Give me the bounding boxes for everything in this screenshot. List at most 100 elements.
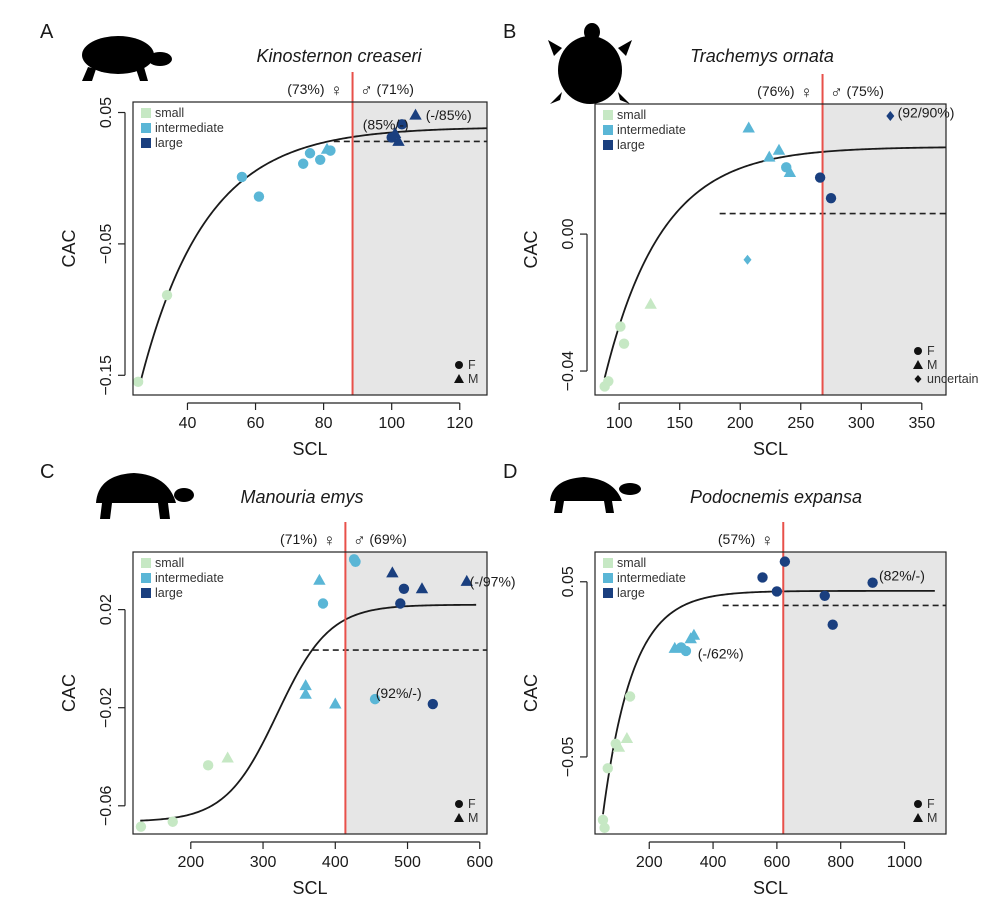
male-symbol: ♂: [830, 83, 843, 102]
legend-triangle-icon: [913, 360, 923, 369]
point-large-triangle: [392, 134, 405, 146]
point-large-triangle: [460, 574, 473, 586]
legend-label-intermediate: intermediate: [617, 571, 686, 585]
panel-c: C Manouria emys (71%) ♀ ♂ (69%) (92%/-) (-/97%)…: [40, 461, 516, 898]
legend-label-large: large: [155, 136, 183, 150]
point-annotation: (92/90%): [898, 105, 955, 121]
legend-swatch-intermediate: [141, 123, 151, 133]
male-symbol: ♂: [353, 531, 366, 550]
x-tick-label: 200: [177, 854, 204, 871]
male-percent: (75%): [847, 83, 884, 99]
point-intermediate-circle: [297, 158, 309, 169]
female-symbol: ♀: [800, 83, 813, 102]
x-tick-label: 300: [848, 415, 875, 432]
x-tick-label: 300: [250, 854, 277, 871]
point-small-circle: [615, 321, 626, 332]
turtle-silhouette-icon: [82, 36, 172, 81]
adult-shaded-region: [352, 102, 487, 395]
x-axis-label: SCL: [753, 878, 788, 898]
y-tick-label: 0.02: [98, 594, 115, 625]
point-intermediate-circle: [680, 645, 692, 657]
y-tick-label: −0.04: [560, 351, 577, 392]
chart-title: Manouria emys: [240, 487, 363, 507]
point-small-triangle: [612, 740, 626, 752]
point-small-triangle: [221, 751, 234, 763]
female-percent: (71%): [280, 531, 317, 547]
y-axis-label: CAC: [521, 230, 541, 268]
point-intermediate-triangle: [783, 165, 797, 177]
x-tick-label: 600: [466, 854, 493, 871]
chart-title: Podocnemis expansa: [690, 487, 862, 507]
male-threshold-label: ♂ (69%): [353, 531, 407, 550]
point-large-circle: [819, 590, 830, 601]
point-small-circle: [135, 821, 147, 832]
chart-title: Kinosternon creaseri: [256, 46, 422, 66]
x-axis: 100 150 200 250 300 350 SCL: [606, 402, 935, 459]
data-points: [599, 110, 895, 392]
legend-swatch-small: [603, 558, 613, 568]
male-percent: (71%): [377, 81, 414, 97]
legend-label-uncertain: uncertain: [927, 372, 978, 386]
panel-letter: D: [503, 461, 517, 483]
x-axis: 200 400 600 800 1000 SCL: [636, 841, 923, 898]
legend-label-m: M: [468, 811, 478, 825]
panel-letter: A: [40, 21, 54, 43]
x-axis: 200 300 400 500 600 SCL: [177, 841, 493, 898]
data-points: [135, 554, 473, 832]
x-tick-label: 100: [606, 415, 633, 432]
y-tick-label: 0.00: [560, 218, 577, 249]
male-threshold-label: ♂ (75%): [830, 83, 884, 102]
point-intermediate-circle: [304, 148, 316, 159]
point-intermediate-circle: [315, 154, 326, 166]
female-symbol: ♀: [761, 531, 774, 550]
point-annotation: (-/97%): [470, 573, 516, 589]
point-large-circle: [867, 577, 878, 588]
point-large-circle: [771, 586, 783, 597]
chart-title: Trachemys ornata: [690, 46, 834, 66]
legend-label-f: F: [468, 797, 476, 811]
female-symbol: ♀: [323, 531, 336, 550]
legend-label-large: large: [155, 586, 183, 600]
y-tick-label: −0.06: [98, 785, 115, 826]
point-intermediate-triangle: [299, 687, 312, 699]
point-large-circle: [827, 619, 838, 630]
legend-triangle-icon: [454, 813, 464, 822]
legend-label-intermediate: intermediate: [155, 121, 224, 135]
plot-frame: [594, 103, 947, 396]
y-axis-label: CAC: [521, 674, 541, 712]
point-large-triangle: [409, 108, 422, 120]
x-tick-label: 600: [764, 854, 791, 871]
x-tick-label: 1000: [887, 854, 923, 871]
female-percent: (76%): [757, 83, 794, 99]
legend-label-f: F: [927, 344, 935, 358]
male-threshold-label: ♂ (71%): [360, 81, 414, 100]
point-intermediate-triangle: [329, 697, 342, 709]
point-intermediate-triangle: [687, 628, 701, 640]
legend-swatch-intermediate: [141, 573, 151, 583]
point-annotation: (-/85%): [426, 107, 472, 123]
legend-triangle-icon: [454, 374, 464, 383]
shape-legend: FM: [913, 797, 937, 825]
point-large-triangle: [386, 566, 399, 578]
x-tick-label: 100: [378, 415, 405, 432]
y-axis: 0.05 −0.05 −0.15 CAC: [59, 97, 126, 396]
x-tick-label: 120: [446, 415, 473, 432]
legend-swatch-small: [141, 558, 151, 568]
y-tick-label: −0.02: [98, 687, 115, 728]
panel-a: A Kinosternon creaseri (73%) ♀ ♂ (71%) (85%/-)…: [40, 21, 488, 459]
point-small-circle: [167, 816, 178, 827]
point-intermediate-diamond: [743, 254, 752, 265]
adult-shaded-region: [822, 104, 946, 395]
legend-swatch-intermediate: [603, 125, 613, 135]
point-intermediate-circle: [236, 171, 248, 183]
turtle-silhouette-icon: [548, 23, 632, 104]
y-axis: 0.05 −0.05 CAC: [521, 566, 588, 777]
male-percent: (69%): [369, 531, 406, 547]
legend-circle-icon: [914, 800, 922, 808]
legend-swatch-small: [141, 108, 151, 118]
x-tick-label: 350: [908, 415, 935, 432]
point-large-circle: [398, 583, 410, 594]
panel-d: D Podocnemis expansa (57%) ♀ (-/62%) (82%/-) s…: [503, 461, 947, 898]
point-large-circle: [779, 556, 791, 567]
